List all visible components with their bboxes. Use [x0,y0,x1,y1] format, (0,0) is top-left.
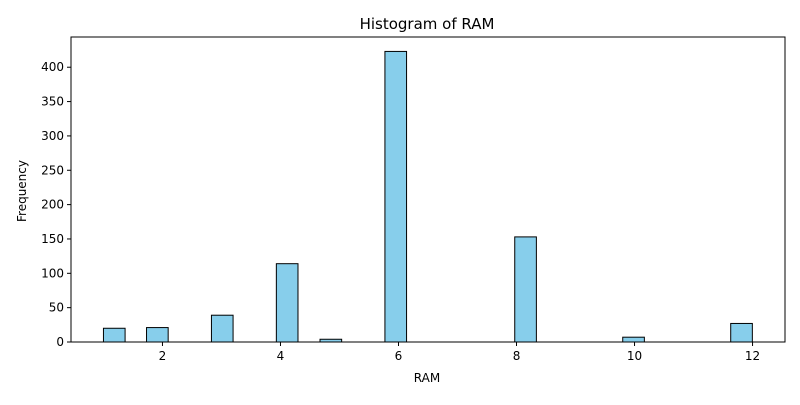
y-tick-label-6: 300 [41,129,64,143]
plot-frame [70,36,786,343]
y-tick-label-0: 0 [56,335,64,349]
y-tick-label-4: 200 [41,198,64,212]
bars-layer [102,50,753,343]
histogram-bar-2 [210,314,234,343]
y-axis-title: Frequency [15,160,29,222]
histogram-bar-0 [102,327,126,343]
histogram-bar-8 [730,322,753,343]
y-tick-label-7: 350 [41,95,64,109]
x-tick-label-4: 10 [627,349,642,363]
histogram-bar-1 [146,327,169,343]
y-tick-label-2: 100 [41,266,64,280]
x-axis-title: RAM [414,371,440,385]
axes-layer: 2 4 6 8 10 12 0 50 100 150 200 250 300 350 400 [41,36,786,363]
chart-title: Histogram of RAM [360,15,495,33]
y-tick-label-1: 50 [49,301,64,315]
x-tick-label-0: 2 [159,349,167,363]
histogram-bar-5 [384,50,408,343]
x-tick-label-1: 4 [277,349,285,363]
y-tick-label-3: 150 [41,232,64,246]
histogram-bar-3 [275,263,299,343]
x-tick-label-3: 8 [513,349,521,363]
histogram-bar-6 [514,236,537,343]
histogram-bar-7 [622,336,645,343]
y-tick-label-8: 400 [41,60,64,74]
x-tick-label-2: 6 [395,349,403,363]
x-tick-label-5: 12 [745,349,760,363]
y-tick-label-5: 250 [41,163,64,177]
